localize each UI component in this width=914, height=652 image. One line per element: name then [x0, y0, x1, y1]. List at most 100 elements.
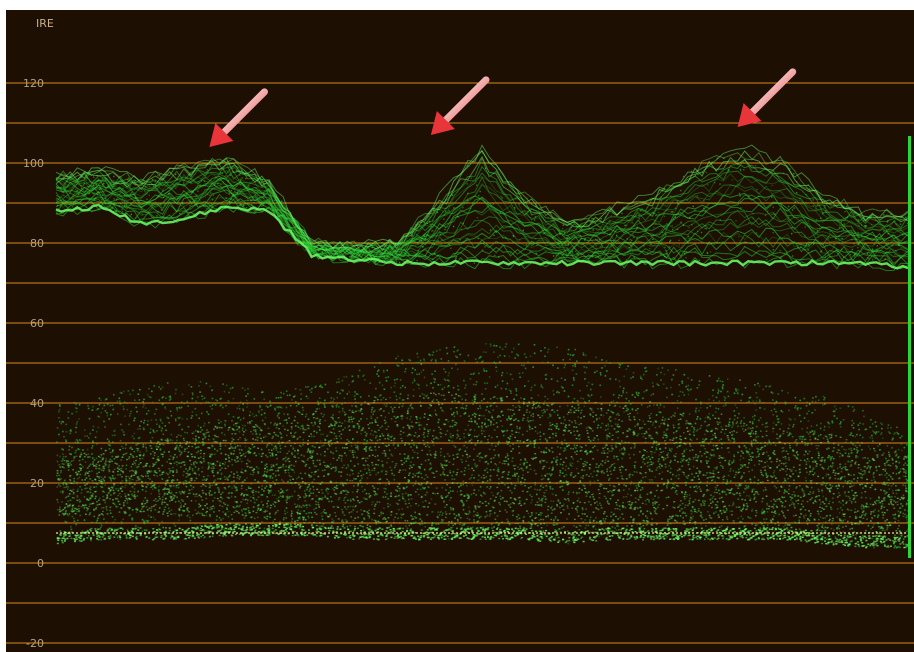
trace-sample — [170, 509, 173, 511]
trace-sample — [602, 519, 605, 522]
trace-sample — [554, 529, 556, 531]
trace-sample — [294, 503, 296, 505]
trace-sample — [861, 504, 863, 506]
trace-sample — [666, 485, 668, 487]
trace-sample — [219, 504, 221, 507]
trace-sample — [147, 514, 150, 517]
trace-sample — [198, 441, 200, 444]
trace-sample — [627, 365, 629, 367]
trace-sample — [320, 453, 322, 456]
trace-sample — [652, 481, 654, 484]
trace-sample — [338, 425, 340, 427]
trace-sample — [122, 390, 125, 393]
y-tick-label: -20 — [26, 637, 44, 650]
trace-sample — [443, 499, 445, 502]
trace-sample — [671, 538, 673, 540]
trace-sample — [775, 505, 778, 507]
trace-sample — [720, 442, 722, 444]
trace-sample — [725, 402, 727, 404]
trace-sample — [897, 456, 899, 459]
trace-sample — [583, 405, 586, 408]
trace-sample — [208, 421, 210, 424]
trace-sample — [666, 524, 669, 526]
trace-sample — [694, 422, 697, 425]
trace-sample — [256, 439, 259, 442]
trace-sample — [860, 505, 863, 508]
trace-sample — [606, 436, 608, 439]
trace-sample — [410, 421, 413, 423]
trace-sample — [828, 489, 831, 492]
trace-sample — [481, 481, 484, 483]
trace-sample — [866, 466, 869, 469]
trace-sample — [293, 395, 296, 397]
trace-sample — [895, 453, 898, 455]
trace-sample — [447, 374, 450, 377]
trace-sample — [708, 504, 710, 507]
trace-sample — [742, 503, 745, 506]
trace-sample — [519, 459, 522, 461]
trace-sample — [806, 520, 808, 522]
trace-sample — [586, 453, 588, 456]
trace-sample — [126, 528, 129, 531]
trace-sample — [169, 470, 172, 472]
trace-sample — [104, 501, 106, 504]
trace-sample — [723, 399, 726, 401]
trace-sample — [694, 409, 697, 412]
trace-sample — [276, 463, 278, 465]
trace-sample — [483, 415, 485, 417]
trace-sample — [70, 429, 72, 431]
trace-sample — [725, 425, 727, 427]
trace-sample — [207, 431, 210, 433]
trace-sample — [120, 470, 123, 472]
trace-sample — [536, 489, 539, 491]
trace-sample — [773, 472, 775, 474]
trace-sample — [338, 381, 340, 383]
trace-sample — [709, 498, 712, 501]
trace-sample — [787, 493, 790, 495]
trace-sample — [197, 450, 200, 453]
trace-sample — [92, 405, 94, 408]
trace-sample — [751, 469, 753, 471]
trace-sample — [577, 482, 580, 484]
trace-sample — [335, 466, 337, 468]
trace-sample — [905, 456, 908, 458]
trace-sample — [749, 432, 751, 435]
trace-sample — [79, 439, 81, 441]
trace-sample — [357, 516, 359, 519]
trace-sample — [437, 421, 439, 424]
trace-sample — [310, 457, 313, 459]
trace-sample — [402, 402, 404, 405]
trace-sample — [808, 518, 810, 521]
trace-sample — [847, 482, 849, 484]
trace-sample — [527, 380, 530, 382]
trace-sample — [721, 443, 723, 445]
trace-sample — [209, 453, 211, 455]
trace-sample — [677, 423, 679, 426]
trace-sample — [412, 473, 415, 475]
trace-sample — [437, 384, 440, 386]
trace-sample — [373, 487, 376, 489]
trace-sample — [209, 490, 211, 492]
trace-sample — [191, 411, 194, 413]
trace-sample — [441, 486, 443, 489]
trace-sample — [720, 447, 723, 449]
trace-sample — [874, 421, 877, 423]
trace-sample — [186, 432, 188, 434]
trace-sample — [553, 519, 555, 521]
trace-sample — [386, 520, 388, 523]
trace-sample — [319, 385, 321, 388]
trace-sample — [406, 486, 408, 488]
trace-sample — [696, 416, 699, 418]
trace-sample — [418, 373, 421, 375]
trace-sample — [307, 439, 309, 442]
trace-sample — [58, 420, 61, 423]
trace-sample — [88, 487, 91, 490]
trace-sample — [139, 442, 142, 445]
trace-sample — [878, 496, 880, 498]
trace-sample — [890, 501, 892, 503]
trace-sample — [622, 506, 624, 509]
trace-sample — [664, 457, 667, 460]
trace-sample — [807, 493, 810, 495]
trace-sample — [251, 420, 253, 422]
trace-sample — [715, 445, 717, 447]
